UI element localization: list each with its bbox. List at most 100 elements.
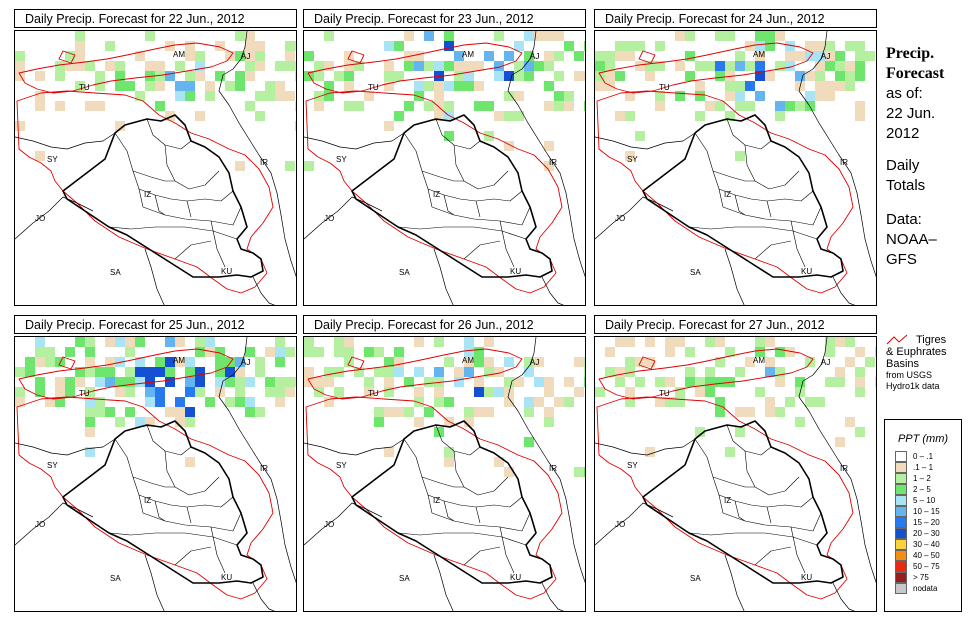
precip-cell — [414, 81, 424, 91]
precip-cell — [735, 91, 745, 101]
precip-cell — [15, 121, 25, 131]
province-boundary — [142, 512, 242, 532]
coastline — [252, 276, 275, 305]
precip-cell — [185, 41, 195, 51]
precip-cell — [835, 377, 845, 387]
precip-cell — [635, 41, 645, 51]
precip-cell — [65, 61, 75, 71]
map-country-label: KU — [510, 267, 521, 276]
forecast-panel: Daily Precip. Forecast for 24 Jun., 2012… — [594, 9, 877, 306]
precip-cell — [685, 71, 695, 81]
precip-cell — [735, 427, 745, 437]
precip-cell — [655, 397, 665, 407]
precip-cell — [15, 71, 25, 81]
precip-cell — [384, 61, 394, 71]
precip-cell — [625, 367, 635, 377]
province-boundary — [718, 494, 814, 508]
precip-cell — [434, 61, 444, 71]
precip-cell — [374, 417, 384, 427]
precip-cell — [135, 337, 145, 347]
precip-cell — [805, 101, 815, 111]
precip-cell — [584, 71, 585, 81]
precip-cell — [474, 357, 484, 367]
precip-cell — [394, 407, 404, 417]
precip-cell — [364, 377, 374, 387]
precip-cell — [785, 101, 795, 111]
precip-cell — [115, 81, 125, 91]
precip-cell — [584, 357, 585, 367]
precip-cell — [245, 31, 255, 41]
province-boundary — [403, 132, 433, 208]
basin-outline — [307, 42, 523, 94]
precip-cell — [705, 367, 715, 377]
precip-cell — [725, 447, 735, 457]
precip-cell — [695, 111, 705, 121]
country-border — [595, 132, 696, 150]
asof-label: as of: — [886, 85, 923, 102]
precip-cell — [145, 387, 155, 397]
precip-cell — [235, 71, 245, 81]
map-country-label: KU — [801, 573, 812, 582]
precip-legend-row: 40 – 50 — [895, 550, 961, 561]
precip-cell — [125, 337, 135, 347]
precip-cell — [384, 121, 394, 131]
precip-legend-swatch — [895, 539, 907, 550]
precip-cell — [414, 337, 424, 347]
precip-cell — [295, 121, 296, 131]
precip-cell — [815, 91, 825, 101]
precip-cell — [444, 61, 454, 71]
panel-title: Daily Precip. Forecast for 26 Jun., 2012 — [303, 315, 586, 334]
precip-cell — [364, 387, 374, 397]
precip-cell — [454, 367, 464, 377]
asof-date: 22 Jun. — [886, 105, 936, 122]
basin-legend-line4: from USGS — [886, 370, 933, 380]
precip-cell — [314, 347, 324, 357]
precip-cell — [855, 367, 865, 377]
precip-legend-row: 0 – .1 — [895, 451, 961, 462]
province-boundary — [463, 546, 501, 566]
precip-cell — [765, 337, 775, 347]
precip-legend-label: 50 – 75 — [913, 562, 940, 571]
precip-cell — [655, 91, 665, 101]
province-boundary — [397, 532, 527, 546]
precip-cell — [554, 91, 564, 101]
precip-cell — [554, 71, 564, 81]
basin-outline — [638, 356, 656, 370]
precip-cell — [464, 61, 474, 71]
precip-cell — [334, 337, 344, 347]
precip-legend-row: 5 – 10 — [895, 495, 961, 506]
precip-cell — [245, 397, 255, 407]
precip-cell — [195, 347, 205, 357]
precip-cell — [625, 387, 635, 397]
precip-cell — [205, 91, 215, 101]
precip-cell — [685, 377, 695, 387]
precip-cell — [595, 61, 605, 71]
country-border — [798, 31, 876, 278]
province-boundary — [766, 506, 772, 524]
precip-cell — [65, 51, 75, 61]
precip-cell — [185, 457, 195, 467]
precip-cell — [275, 347, 285, 357]
map-country-label: SA — [110, 574, 121, 583]
precip-cell — [845, 417, 855, 427]
precip-cell — [685, 367, 695, 377]
precip-cell — [695, 91, 705, 101]
precip-cell — [35, 337, 45, 347]
province-boundary — [463, 240, 501, 260]
precip-cell — [474, 347, 484, 357]
precip-cell — [745, 61, 755, 71]
precip-cell — [85, 427, 95, 437]
precip-cell — [195, 71, 205, 81]
country-border — [595, 196, 674, 240]
precip-cell — [745, 101, 755, 111]
precip-cell — [605, 367, 615, 377]
precip-cell — [334, 387, 344, 397]
precip-cell — [514, 41, 524, 51]
basin-outline — [18, 42, 234, 94]
country-border — [15, 132, 116, 150]
coastline — [832, 276, 855, 305]
precip-cell — [675, 397, 685, 407]
map-country-label: TU — [368, 389, 379, 398]
precip-cell — [235, 31, 245, 41]
precip-cell — [265, 387, 275, 397]
